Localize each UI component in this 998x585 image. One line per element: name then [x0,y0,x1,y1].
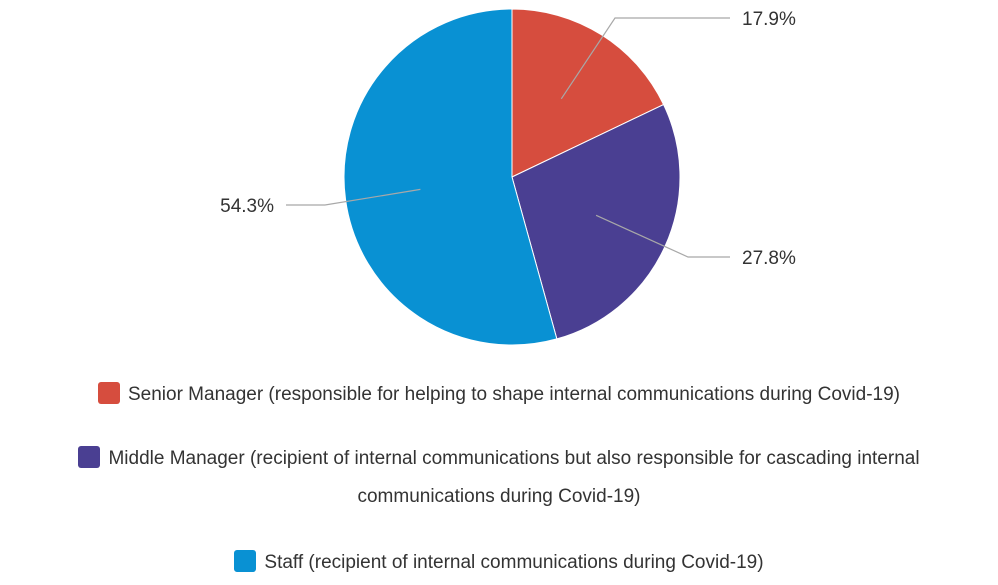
leader-line-middle-manager [595,214,730,258]
pie-chart-svg: 17.9% 27.8% 54.3% [220,8,796,346]
legend-label-staff: Staff (recipient of internal communicati… [264,552,764,573]
legend-item-staff[interactable]: Staff (recipient of internal communicati… [0,544,998,582]
pie-slices [343,8,681,346]
label-leader-lines [286,17,730,258]
data-label-senior-manager: 17.9% [742,9,796,30]
data-label-staff: 54.3% [220,196,274,217]
legend-swatch-senior-manager [97,382,120,404]
legend-swatch-middle-manager [78,446,101,468]
leader-line-senior-manager [560,17,730,100]
leader-line-staff [286,188,421,206]
pie-slice-staff[interactable] [343,8,558,346]
data-labels: 17.9% 27.8% 54.3% [220,9,796,269]
legend-item-middle-manager[interactable]: Middle Manager (recipient of internal co… [0,440,998,516]
pie-chart: 17.9% 27.8% 54.3% [220,8,796,346]
legend-swatch-staff [234,550,257,572]
legend-label-senior-manager: Senior Manager (responsible for helping … [127,384,901,405]
data-label-middle-manager: 27.8% [742,248,796,269]
legend-item-senior-manager[interactable]: Senior Manager (responsible for helping … [0,376,998,414]
legend-label-middle-manager: Middle Manager (recipient of internal co… [108,448,920,507]
pie-slice-senior-manager[interactable] [511,8,665,178]
